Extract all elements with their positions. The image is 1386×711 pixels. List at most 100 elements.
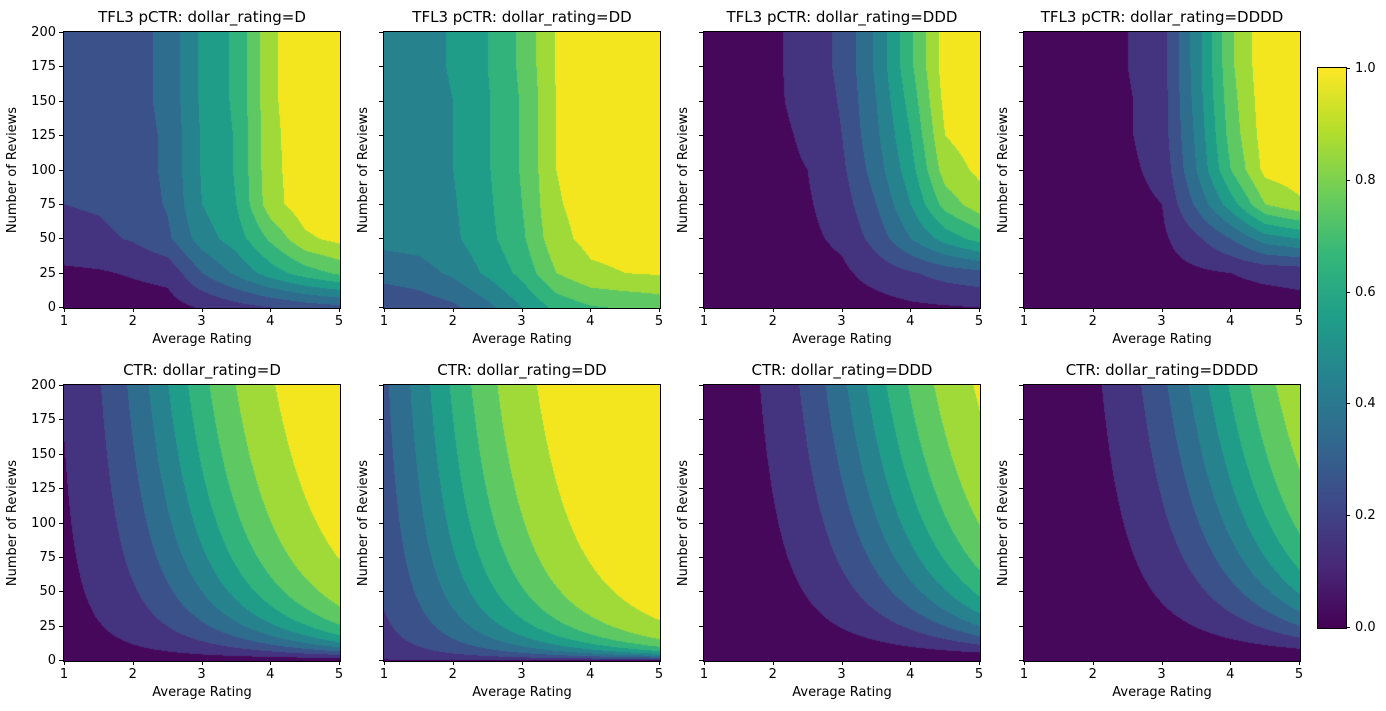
x-tick-label: 2 xyxy=(128,314,137,329)
y-tick-label: 0 xyxy=(47,653,56,668)
x-tick-label: 2 xyxy=(768,314,777,329)
colorbar-tick-mark xyxy=(1346,403,1350,405)
contour-canvas xyxy=(704,385,980,661)
y-tick-mark xyxy=(59,419,63,421)
y-tick-mark xyxy=(1019,32,1023,33)
y-tick-mark xyxy=(379,272,383,274)
x-tick-mark xyxy=(659,308,660,312)
y-tick-mark xyxy=(59,135,63,137)
x-tick-label: 5 xyxy=(334,314,344,329)
x-tick-label: 5 xyxy=(1294,667,1304,682)
plot-title: CTR: dollar_rating=DDDD xyxy=(1065,361,1259,379)
x-tick-label: 4 xyxy=(906,667,915,682)
contour-canvas xyxy=(64,32,340,308)
plot-title: TFL3 pCTR: dollar_rating=D xyxy=(98,8,306,26)
x-tick-label: 1 xyxy=(59,314,69,329)
y-tick-label: 150 xyxy=(31,93,56,109)
x-tick-mark xyxy=(979,661,980,665)
x-axis-label: Average Rating xyxy=(1112,685,1212,700)
y-tick-mark xyxy=(379,169,383,171)
y-tick-mark xyxy=(379,307,383,308)
x-tick-label: 1 xyxy=(699,667,709,682)
x-tick-mark xyxy=(452,308,454,312)
y-tick-label: 0 xyxy=(47,300,56,315)
y-tick-mark xyxy=(1019,625,1023,627)
y-tick-label: 200 xyxy=(31,378,56,393)
y-axis-label: Number of Reviews xyxy=(356,459,371,587)
plot-title: CTR: dollar_rating=DD xyxy=(437,361,607,379)
y-tick-label: 175 xyxy=(31,59,56,75)
x-tick-mark xyxy=(704,308,705,312)
colorbar-tick-mark xyxy=(1346,627,1350,628)
y-tick-mark xyxy=(1019,307,1023,308)
y-tick-mark xyxy=(59,32,63,33)
y-tick-mark xyxy=(379,32,383,33)
y-tick-mark xyxy=(1019,66,1023,68)
y-tick-mark xyxy=(699,169,703,171)
x-tick-label: 5 xyxy=(654,314,664,329)
axes-frame xyxy=(1023,31,1301,309)
x-tick-mark xyxy=(1161,308,1163,312)
x-axis-label: Average Rating xyxy=(152,332,252,347)
x-tick-label: 3 xyxy=(837,667,846,682)
colorbar-tick-label: 0.8 xyxy=(1355,172,1376,188)
y-tick-mark xyxy=(379,203,383,205)
x-tick-label: 3 xyxy=(1157,667,1166,682)
axes-frame xyxy=(703,31,981,309)
x-tick-label: 1 xyxy=(59,667,69,682)
y-tick-mark xyxy=(59,66,63,68)
x-tick-mark xyxy=(910,308,912,312)
axes-frame xyxy=(1023,384,1301,662)
y-tick-label: 50 xyxy=(39,231,56,247)
x-tick-label: 3 xyxy=(517,314,526,329)
y-tick-label: 125 xyxy=(31,128,56,144)
colorbar-tick-label: 0.0 xyxy=(1355,620,1376,635)
y-tick-mark xyxy=(59,385,63,386)
y-tick-mark xyxy=(59,453,63,455)
y-tick-mark xyxy=(379,100,383,102)
x-tick-label: 2 xyxy=(128,667,137,682)
y-tick-mark xyxy=(1019,522,1023,524)
y-tick-mark xyxy=(699,625,703,627)
x-axis-label: Average Rating xyxy=(792,332,892,347)
colorbar-tick-mark xyxy=(1346,291,1350,293)
x-tick-label: 5 xyxy=(974,667,984,682)
y-tick-label: 175 xyxy=(31,412,56,428)
x-tick-mark xyxy=(841,308,843,312)
y-tick-mark xyxy=(1019,169,1023,171)
x-tick-label: 1 xyxy=(1019,314,1029,329)
colorbar-tick-label: 0.2 xyxy=(1355,508,1376,524)
y-tick-mark xyxy=(699,32,703,33)
x-tick-mark xyxy=(910,661,912,665)
x-tick-mark xyxy=(339,308,340,312)
colorbar-tick-mark xyxy=(1346,179,1350,181)
contour-canvas xyxy=(384,32,660,308)
y-tick-mark xyxy=(699,272,703,274)
x-tick-label: 2 xyxy=(1088,314,1097,329)
y-tick-label: 75 xyxy=(39,549,56,565)
x-axis-label: Average Rating xyxy=(792,685,892,700)
y-tick-mark xyxy=(379,522,383,524)
y-tick-label: 25 xyxy=(39,265,56,281)
y-tick-mark xyxy=(379,453,383,455)
y-tick-mark xyxy=(1019,238,1023,240)
x-tick-label: 2 xyxy=(448,667,457,682)
y-tick-mark xyxy=(1019,100,1023,102)
y-axis-label: Number of Reviews xyxy=(996,106,1011,234)
x-tick-label: 3 xyxy=(517,667,526,682)
y-tick-mark xyxy=(379,135,383,137)
y-tick-mark xyxy=(699,453,703,455)
y-tick-mark xyxy=(1019,488,1023,490)
plot-title: TFL3 pCTR: dollar_rating=DDD xyxy=(726,8,958,26)
x-tick-mark xyxy=(201,661,203,665)
contour-canvas xyxy=(64,385,340,661)
y-tick-mark xyxy=(1019,556,1023,558)
y-tick-mark xyxy=(59,488,63,490)
contour-canvas xyxy=(1024,32,1300,308)
y-axis-label: Number of Reviews xyxy=(996,459,1011,587)
plot-title: CTR: dollar_rating=DDD xyxy=(751,361,933,379)
y-tick-label: 75 xyxy=(39,196,56,212)
x-tick-mark xyxy=(132,308,134,312)
x-tick-label: 3 xyxy=(1157,314,1166,329)
